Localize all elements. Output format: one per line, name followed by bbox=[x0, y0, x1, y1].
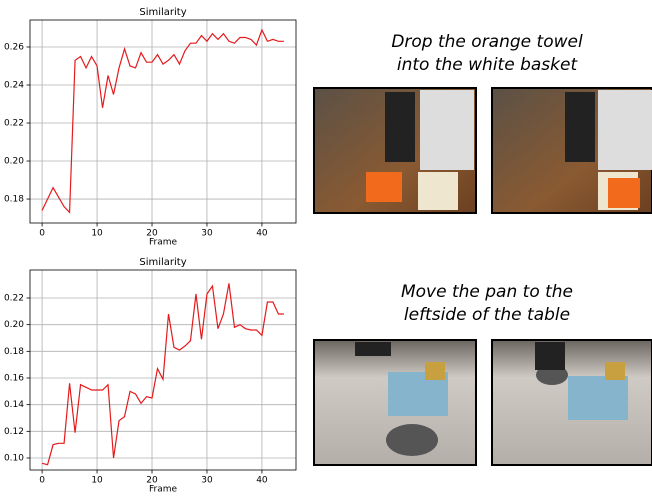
x-axis-label: Frame bbox=[149, 485, 178, 495]
chart-title: Similarity bbox=[139, 257, 186, 268]
y-tick-label: 0.12 bbox=[4, 427, 24, 437]
caption: Move the pan to the bbox=[401, 282, 573, 302]
y-tick-label: 0.10 bbox=[4, 454, 24, 464]
x-tick-label: 30 bbox=[201, 229, 213, 239]
x-tick-label: 10 bbox=[91, 476, 103, 486]
caption: into the white basket bbox=[397, 55, 579, 75]
x-tick-label: 0 bbox=[39, 476, 45, 486]
x-tick-label: 40 bbox=[256, 476, 268, 486]
y-tick-label: 0.26 bbox=[4, 42, 24, 52]
y-tick-label: 0.22 bbox=[4, 119, 24, 129]
photo-row-1 bbox=[314, 88, 652, 213]
x-tick-label: 30 bbox=[201, 476, 213, 486]
y-tick-label: 0.16 bbox=[4, 374, 24, 384]
caption: Drop the orange towel bbox=[391, 32, 583, 52]
x-tick-label: 10 bbox=[91, 229, 103, 239]
photo-row-2 bbox=[314, 340, 652, 465]
x-tick-label: 40 bbox=[256, 229, 268, 239]
y-tick-label: 0.24 bbox=[4, 81, 24, 91]
chart-title: Similarity bbox=[139, 7, 186, 18]
axes-frame bbox=[30, 270, 296, 470]
caption: leftside of the table bbox=[404, 305, 570, 325]
y-tick-label: 0.14 bbox=[4, 400, 24, 410]
x-tick-label: 0 bbox=[39, 229, 45, 239]
x-axis-label: Frame bbox=[149, 238, 178, 248]
y-tick-label: 0.20 bbox=[4, 320, 24, 330]
y-tick-label: 0.18 bbox=[4, 195, 24, 205]
y-tick-label: 0.22 bbox=[4, 294, 24, 304]
y-tick-label: 0.20 bbox=[4, 157, 24, 167]
line bbox=[42, 30, 284, 212]
figure: Drop the orange towel into the white bas… bbox=[0, 0, 652, 498]
y-tick-label: 0.18 bbox=[4, 347, 24, 357]
line bbox=[42, 283, 284, 464]
